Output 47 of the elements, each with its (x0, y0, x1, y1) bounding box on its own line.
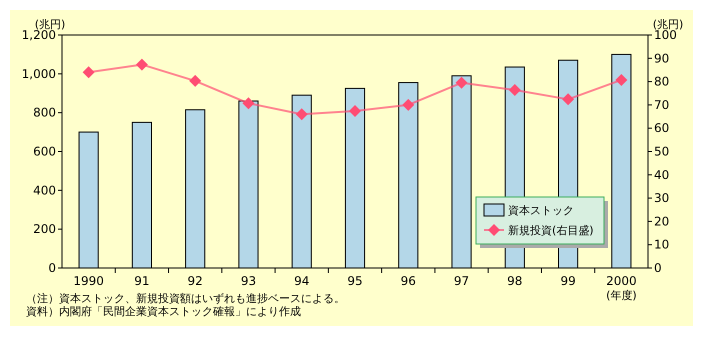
point (136, 58, 148, 71)
x-tick-label: 2000 (606, 274, 637, 288)
point (456, 76, 468, 89)
x-tick-label: 96 (400, 274, 416, 288)
text: 資料）内閣府「民間企業資本ストック確報」により作成 (26, 305, 301, 318)
x-tick-label: 1990 (73, 274, 104, 288)
x-tick-label: 93 (240, 274, 256, 288)
x-tick-label: 98 (507, 274, 522, 288)
y2-tick-label: 70 (654, 98, 670, 112)
x-tick-label: 99 (560, 274, 576, 288)
x-axis-title: (年度) (606, 289, 637, 302)
y-tick-label: 0 (48, 261, 56, 275)
y2-tick-label: 30 (654, 191, 670, 206)
point (508, 84, 521, 96)
y-axis-title: (兆円) (34, 18, 66, 31)
x-tick-label: 95 (347, 274, 363, 288)
y2-tick-label: 50 (654, 144, 670, 158)
x-tick-label: 91 (134, 274, 150, 288)
y-tick-label: 1,200 (22, 28, 56, 42)
x-tick-label: 94 (294, 274, 310, 288)
y2-tick-label: 100 (654, 28, 677, 42)
y-tick-label: 800 (33, 106, 56, 120)
x-tick-label: 92 (188, 274, 203, 288)
y2-axis-title: (兆円) (652, 18, 684, 31)
point (82, 66, 95, 78)
text: （注）資本ストック、新規投資額はいずれも進捗ベースによる。 (26, 292, 345, 305)
y2-tick-label: 90 (654, 51, 670, 66)
y2-tick-label: 40 (654, 168, 670, 182)
y2-tick-label: 20 (654, 214, 670, 228)
y2-tick-label: 60 (654, 121, 670, 136)
point (349, 104, 361, 117)
point (296, 108, 308, 120)
y-tick-label: 600 (33, 144, 56, 158)
legend-label: 資本ストック (508, 204, 574, 217)
point (189, 74, 202, 87)
y2-tick-label: 10 (654, 238, 670, 252)
y-tick-label: 1,000 (22, 66, 56, 81)
point (402, 98, 414, 111)
point (242, 97, 254, 110)
y2-tick-label: 0 (654, 261, 662, 275)
y-tick-label: 400 (33, 183, 56, 198)
y2-tick-label: 80 (654, 74, 670, 89)
point (615, 74, 628, 86)
y-tick-label: 200 (33, 222, 56, 236)
legend-label: 新規投資(右目盛) (508, 224, 594, 237)
x-tick-label: 97 (454, 274, 470, 288)
point (562, 93, 574, 106)
